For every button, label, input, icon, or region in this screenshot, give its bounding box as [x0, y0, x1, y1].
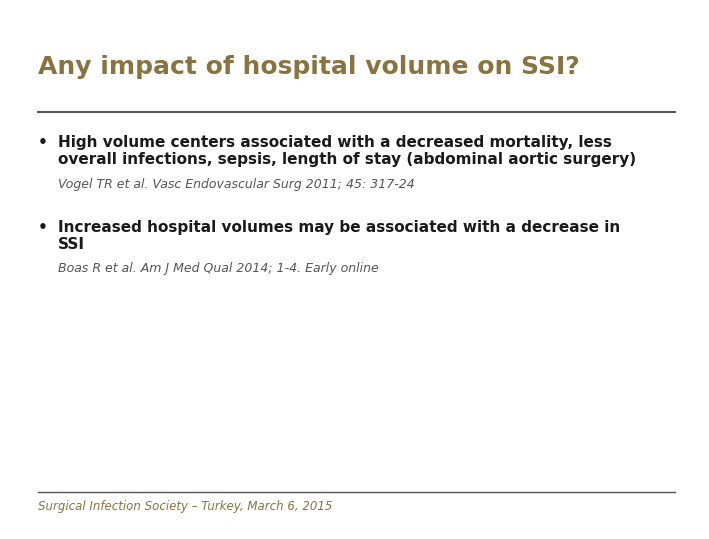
Text: •: •	[38, 135, 48, 150]
Text: Any impact of hospital volume on SSI?: Any impact of hospital volume on SSI?	[38, 55, 580, 79]
Text: Increased hospital volumes may be associated with a decrease in: Increased hospital volumes may be associ…	[58, 220, 620, 235]
Text: SSI: SSI	[58, 237, 85, 252]
Text: Boas R et al. Am J Med Qual 2014; 1-4. Early online: Boas R et al. Am J Med Qual 2014; 1-4. E…	[58, 262, 379, 275]
Text: Vogel TR et al. Vasc Endovascular Surg 2011; 45: 317-24: Vogel TR et al. Vasc Endovascular Surg 2…	[58, 178, 415, 191]
Text: High volume centers associated with a decreased mortality, less: High volume centers associated with a de…	[58, 135, 612, 150]
Text: overall infections, sepsis, length of stay (abdominal aortic surgery): overall infections, sepsis, length of st…	[58, 152, 636, 167]
Text: •: •	[38, 220, 48, 235]
Text: Surgical Infection Society – Turkey, March 6, 2015: Surgical Infection Society – Turkey, Mar…	[38, 500, 333, 513]
